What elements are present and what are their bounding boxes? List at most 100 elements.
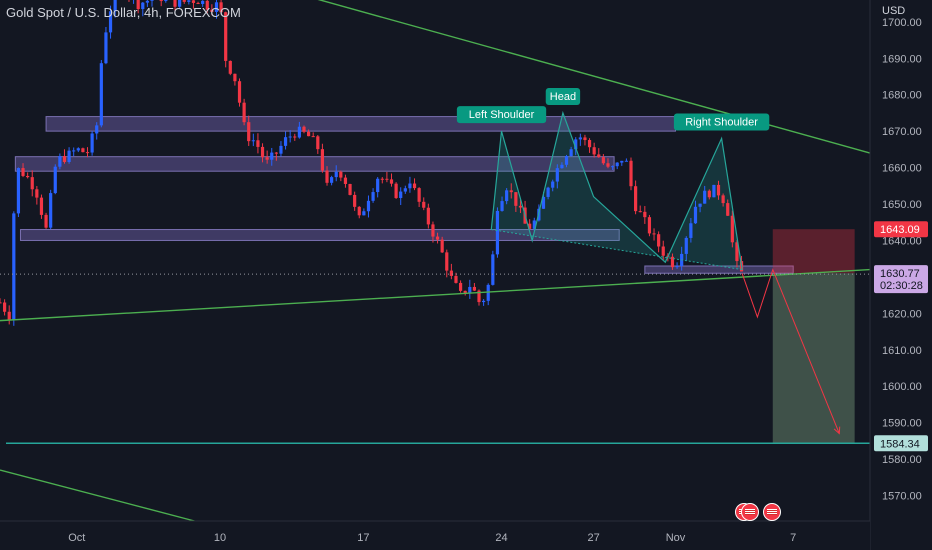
candle-body [555,168,559,182]
candle-body [606,163,610,167]
candle-body [191,0,196,3]
y-tick-label: 1580.00 [882,454,922,466]
y-tick-label: 1680.00 [882,90,922,102]
candle-body [357,206,361,216]
candle-body [592,147,596,155]
candle-body [182,0,186,2]
y-tick-label: 1610.00 [882,345,922,357]
candle-body [376,178,380,193]
candle-body [339,171,343,178]
y-tick-label: 1570.00 [882,490,922,502]
candle-body [353,194,357,207]
candle-body [58,156,62,167]
candle-body [302,126,306,132]
candle-body [518,205,523,208]
candle-body [325,170,329,183]
candle-body [624,160,628,162]
candle-body [306,131,311,137]
candle-body [99,63,103,126]
candle-body [7,311,11,321]
candle-body [141,2,145,10]
candle-body [219,2,223,13]
candle-body [449,270,453,276]
countdown-label: 02:30:28 [880,280,923,292]
candle-body [546,187,550,197]
candle-body [247,122,251,142]
y-tick-label: 1660.00 [882,163,922,175]
candle-body [256,140,260,147]
candle-body [620,160,624,163]
y-tick-label: 1590.00 [882,418,922,430]
candle-body [454,275,458,283]
symbol-title: Gold Spot / U.S. Dollar, 4h, FOREXCOM [6,5,241,20]
candle-body [224,12,228,61]
sr-zone [45,116,677,132]
candle-body [735,242,739,262]
candle-body [389,179,394,184]
candle-body [657,234,661,247]
candle-body [0,302,2,304]
pattern-label-bg [545,87,581,105]
candle-body [72,150,76,152]
candle-body [348,183,352,195]
candle-body [486,284,490,301]
x-tick-label: 27 [588,532,600,544]
candle-body [67,150,71,162]
candle-body [541,196,546,209]
candle-body [408,183,412,189]
candle-body [638,211,642,213]
candle-body [403,188,407,192]
candle-body [30,177,34,190]
price-label: 1584.34 [880,438,920,450]
candle-body [205,0,209,10]
candle-body [279,145,283,154]
candle-body [288,136,292,138]
candle-body [81,148,85,153]
candle-body [601,157,605,164]
candle-body [684,237,688,254]
candle-body [610,166,615,168]
candle-body [422,201,426,208]
y-tick-label: 1670.00 [882,126,922,138]
y-tick-label: 1690.00 [882,53,922,65]
projection-arrowhead [833,426,841,435]
economic-events[interactable] [735,503,785,523]
us-event-flag-icon[interactable] [763,503,781,521]
candle-body [12,213,16,321]
candle-body [150,0,154,1]
y-tick-label: 1600.00 [882,381,922,393]
us-event-flag-icon[interactable] [741,503,759,521]
candle-body [76,148,80,151]
candle-body [551,181,555,188]
candle-body [145,0,149,3]
candle-body [712,184,716,198]
candle-body [399,191,403,198]
sr-zone [19,229,620,241]
candle-body [39,197,44,215]
candle-body [108,11,113,33]
candle-body [583,137,587,141]
candle-body [578,137,582,140]
candle-body [661,246,665,256]
candle-body [509,190,513,193]
candle-body [228,60,232,74]
candle-body [293,136,297,138]
candle-body [587,140,592,148]
trendline [0,268,871,322]
candle-body [643,211,647,218]
candle-body [426,207,430,225]
candle-body [371,192,375,201]
candle-body [693,206,698,224]
candle-body [62,156,67,162]
candle-body [698,203,702,207]
candle-body [629,160,633,187]
candle-body [615,162,619,167]
candle-body [334,171,338,178]
candle-body [49,193,53,228]
projection-path [741,268,840,434]
candle-body [95,125,99,134]
candle-body [564,156,569,165]
candle-body [178,0,182,7]
candle-body [514,192,518,206]
